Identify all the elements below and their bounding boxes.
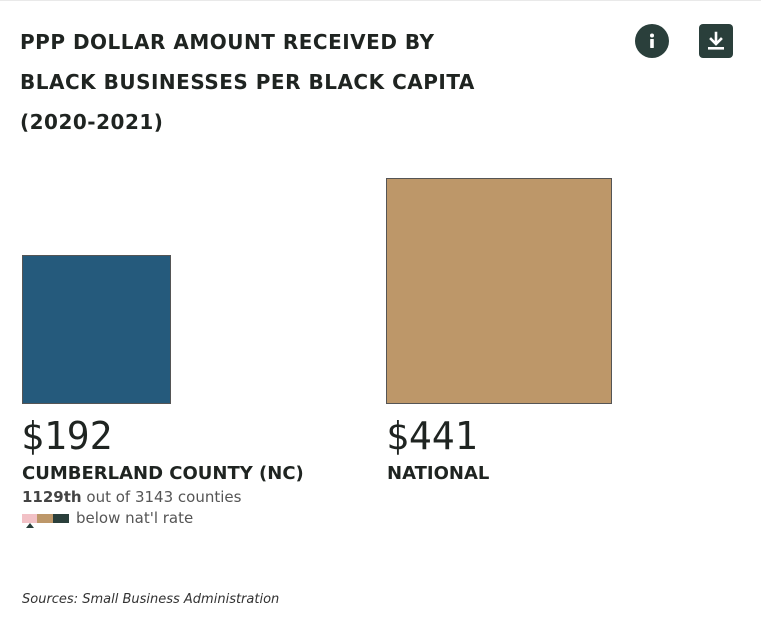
chart-title: PPP DOLLAR AMOUNT RECEIVED BY BLACK BUSI…: [20, 22, 580, 142]
category-label-national: NATIONAL: [387, 463, 490, 484]
rate-scale-low: [22, 514, 37, 523]
title-line-1: PPP DOLLAR AMOUNT RECEIVED BY: [20, 30, 435, 54]
rank-value: 1129th: [22, 488, 82, 506]
download-icon: [708, 31, 724, 50]
rate-scale: [22, 514, 69, 523]
county-rank: 1129th out of 3143 counties: [22, 487, 241, 507]
bar-national: [386, 178, 612, 404]
title-line-2: BLACK BUSINESSES PER BLACK CAPITA: [20, 70, 475, 94]
rate-text: below nat'l rate: [76, 509, 194, 527]
value-label-cumberland: $192: [21, 414, 113, 458]
source-note: Sources: Small Business Administration: [22, 592, 280, 607]
rate-scale-mid: [37, 514, 53, 523]
top-divider: [0, 0, 761, 1]
value-label-national: $441: [386, 414, 478, 458]
title-line-3: (2020-2021): [20, 110, 164, 134]
download-button[interactable]: [699, 24, 733, 58]
rank-suffix: out of 3143 counties: [86, 488, 242, 506]
info-button[interactable]: [635, 24, 669, 58]
rate-pointer: [26, 523, 34, 528]
info-icon: [650, 33, 654, 48]
category-label-cumberland: CUMBERLAND COUNTY (NC): [22, 463, 304, 484]
rate-scale-high: [53, 514, 69, 523]
bar-cumberland-county: [22, 255, 171, 404]
